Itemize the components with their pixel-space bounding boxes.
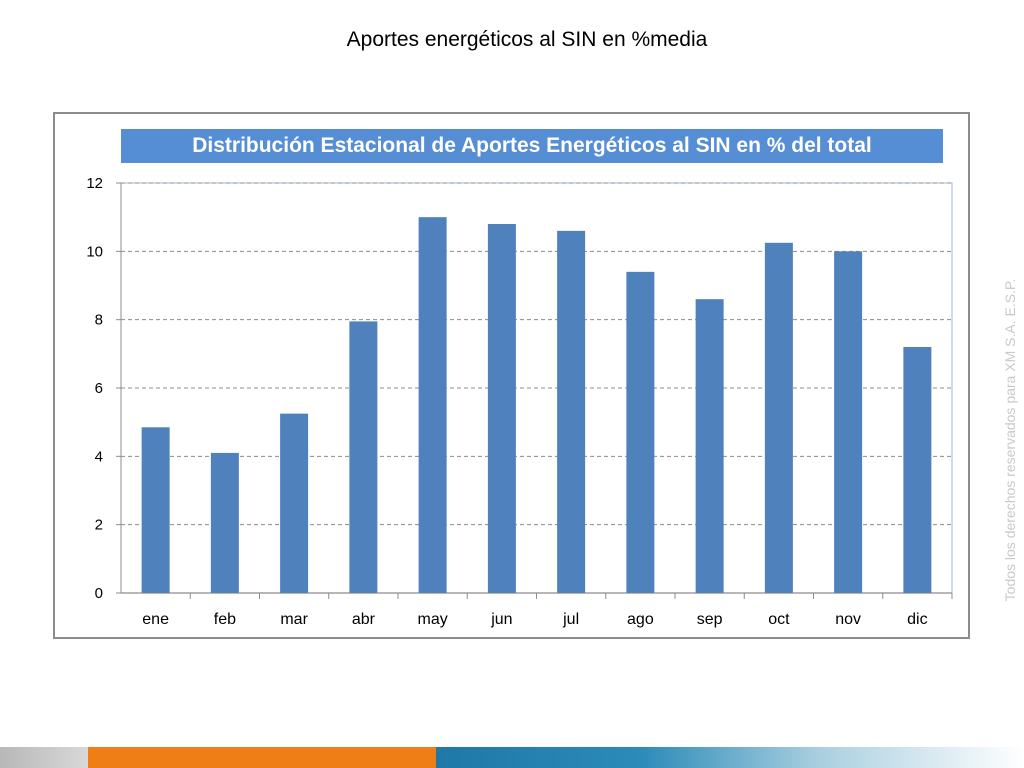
x-tick-label: sep [697, 611, 723, 628]
y-tick-label: 12 [86, 175, 103, 192]
bar [210, 452, 239, 593]
bar [487, 224, 516, 593]
y-tick-label: 4 [95, 448, 103, 465]
x-tick-label: may [418, 611, 448, 628]
x-tick-label: mar [280, 611, 308, 628]
footer-stripe-blue [436, 747, 1024, 768]
bar [834, 251, 863, 594]
bar [764, 242, 793, 593]
y-tick-label: 2 [95, 517, 103, 534]
y-tick-label: 0 [95, 585, 103, 602]
y-tick-label: 10 [86, 243, 103, 260]
bar [626, 271, 655, 593]
x-tick-label: jul [562, 611, 579, 628]
x-tick-label: ene [142, 611, 169, 628]
footer-stripe-orange [88, 747, 436, 768]
slide-title: Aportes energéticos al SIN en %media [346, 28, 708, 51]
bar [280, 413, 309, 593]
bar [141, 427, 170, 593]
x-tick-label: dic [907, 611, 927, 628]
x-tick-label: oct [768, 611, 790, 628]
bar [557, 230, 586, 594]
bar [695, 299, 724, 593]
y-tick-label: 8 [95, 312, 103, 329]
x-tick-label: abr [352, 611, 376, 628]
x-tick-label: jun [490, 611, 512, 628]
bar [903, 347, 932, 593]
bar [349, 321, 378, 593]
x-tick-label: ago [627, 611, 654, 628]
footer-stripe-gray [0, 747, 88, 768]
bar [418, 217, 447, 593]
x-tick-label: nov [835, 611, 861, 628]
y-tick-label: 6 [95, 380, 103, 397]
copyright-watermark: Todos los derechos reservados para XM S.… [1002, 278, 1018, 602]
x-tick-label: feb [214, 611, 236, 628]
chart-title: Distribución Estacional de Aportes Energ… [121, 129, 943, 163]
